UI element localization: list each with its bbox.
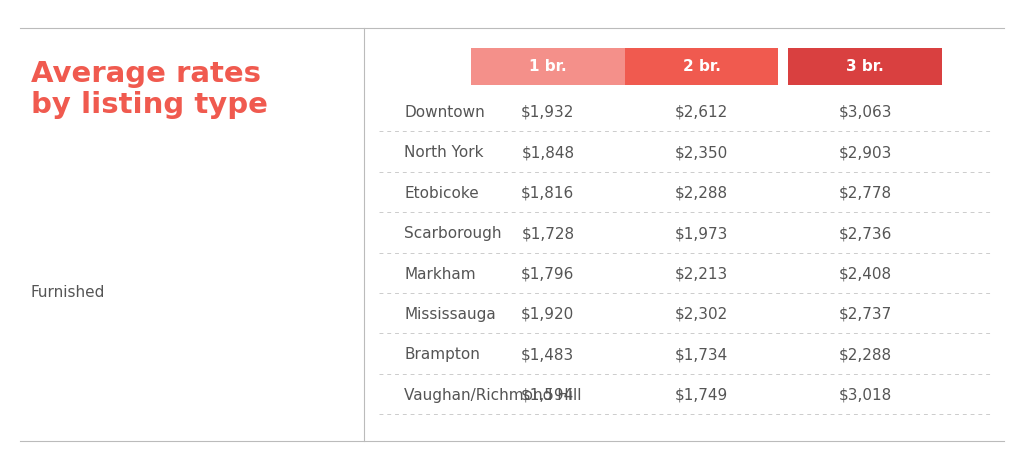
Text: $2,736: $2,736 bbox=[839, 226, 892, 241]
FancyBboxPatch shape bbox=[788, 48, 942, 85]
Text: Average rates
by listing type: Average rates by listing type bbox=[31, 60, 267, 119]
Text: $1,734: $1,734 bbox=[675, 347, 728, 362]
Text: $1,816: $1,816 bbox=[521, 186, 574, 201]
Text: $3,063: $3,063 bbox=[839, 105, 892, 120]
Text: Mississauga: Mississauga bbox=[404, 307, 497, 322]
Text: $1,483: $1,483 bbox=[521, 347, 574, 362]
Text: $3,018: $3,018 bbox=[839, 388, 892, 403]
Text: $2,288: $2,288 bbox=[839, 347, 892, 362]
Text: 3 br.: 3 br. bbox=[847, 59, 884, 74]
Text: $1,932: $1,932 bbox=[521, 105, 574, 120]
Text: Markham: Markham bbox=[404, 267, 476, 281]
Text: $2,737: $2,737 bbox=[839, 307, 892, 322]
Text: North York: North York bbox=[404, 146, 484, 160]
Text: 2 br.: 2 br. bbox=[683, 59, 720, 74]
FancyBboxPatch shape bbox=[471, 48, 625, 85]
Text: Furnished: Furnished bbox=[31, 285, 105, 300]
Text: $2,302: $2,302 bbox=[675, 307, 728, 322]
Text: 1 br.: 1 br. bbox=[529, 59, 566, 74]
FancyBboxPatch shape bbox=[625, 48, 778, 85]
Text: $2,778: $2,778 bbox=[839, 186, 892, 201]
Text: $1,728: $1,728 bbox=[521, 226, 574, 241]
Text: $2,213: $2,213 bbox=[675, 267, 728, 281]
Text: $1,594: $1,594 bbox=[521, 388, 574, 403]
Text: $2,408: $2,408 bbox=[839, 267, 892, 281]
Text: Scarborough: Scarborough bbox=[404, 226, 502, 241]
Text: $2,903: $2,903 bbox=[839, 146, 892, 160]
Text: $2,350: $2,350 bbox=[675, 146, 728, 160]
Text: $1,973: $1,973 bbox=[675, 226, 728, 241]
Text: $1,920: $1,920 bbox=[521, 307, 574, 322]
Text: Downtown: Downtown bbox=[404, 105, 485, 120]
Text: Etobicoke: Etobicoke bbox=[404, 186, 479, 201]
Text: $2,612: $2,612 bbox=[675, 105, 728, 120]
Text: Brampton: Brampton bbox=[404, 347, 480, 362]
Text: $2,288: $2,288 bbox=[675, 186, 728, 201]
Text: $1,749: $1,749 bbox=[675, 388, 728, 403]
Text: Vaughan/Richmond Hill: Vaughan/Richmond Hill bbox=[404, 388, 582, 403]
Text: $1,848: $1,848 bbox=[521, 146, 574, 160]
Text: $1,796: $1,796 bbox=[521, 267, 574, 281]
